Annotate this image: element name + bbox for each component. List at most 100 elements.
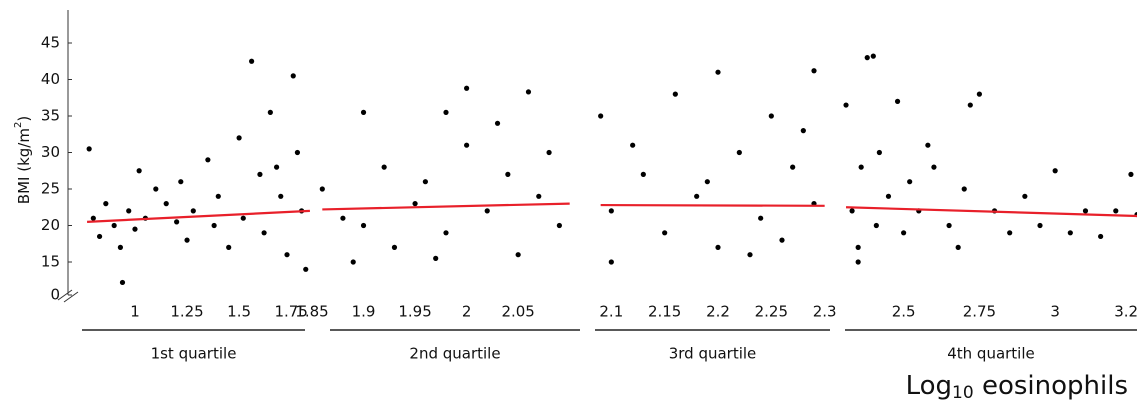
point (525, 89, 532, 95)
point (768, 113, 774, 119)
x-tick-label: 2.3 (813, 303, 837, 321)
x-tick-label: 2.2 (706, 303, 730, 321)
point (885, 193, 892, 199)
point (1007, 230, 1013, 236)
point (267, 109, 273, 115)
point (303, 266, 309, 272)
point (360, 222, 367, 229)
point (858, 164, 864, 170)
point (1113, 208, 1119, 214)
point (855, 244, 861, 250)
point (608, 208, 614, 214)
point (1052, 168, 1058, 174)
point (117, 244, 124, 250)
x-tick-label: 1 (130, 303, 140, 321)
point (694, 193, 700, 199)
point (226, 244, 232, 250)
group-label: 3rd quartile (669, 345, 757, 363)
point (290, 73, 296, 79)
point (350, 259, 356, 265)
x-tick-label: 1.75 (274, 303, 307, 321)
y-axis-title: BMI (kg/m2) (13, 116, 33, 204)
x-tick-label: 2.15 (648, 303, 681, 321)
point (811, 68, 817, 74)
x-tick-label: 1.9 (352, 303, 376, 321)
y-tick-label: 20 (41, 216, 60, 234)
point (240, 215, 246, 221)
trend-line (322, 202, 570, 211)
point (211, 222, 217, 229)
point (961, 186, 967, 192)
point (672, 91, 678, 97)
point (901, 230, 907, 236)
point (800, 128, 806, 134)
point (205, 157, 211, 163)
point (319, 186, 325, 192)
point (931, 164, 937, 170)
point (955, 244, 961, 250)
y-tick-label: 45 (41, 34, 60, 52)
y-tick-label: 30 (41, 143, 60, 161)
point (278, 193, 284, 199)
point (946, 222, 952, 229)
axis-break (57, 289, 79, 303)
point (484, 208, 490, 214)
point (976, 91, 982, 97)
point (1082, 208, 1089, 214)
point (1037, 222, 1043, 229)
trend-line (845, 206, 1137, 218)
point (284, 252, 290, 258)
y-tick-label: 35 (41, 107, 60, 125)
point (273, 164, 280, 170)
point (608, 259, 614, 265)
point (1128, 171, 1134, 177)
point (215, 193, 221, 199)
point (422, 179, 428, 185)
point (758, 215, 764, 221)
point (174, 219, 180, 225)
y-tick-label: 25 (41, 180, 60, 198)
point (870, 53, 876, 59)
point (184, 237, 190, 243)
point (747, 252, 753, 258)
point (132, 226, 138, 232)
point (876, 149, 882, 156)
x-tick-label: 2.25 (755, 303, 788, 321)
point (381, 164, 387, 170)
point (86, 146, 92, 152)
trend-line (600, 203, 825, 207)
group-label: 1st quartile (151, 345, 237, 363)
point (119, 279, 126, 286)
point (136, 168, 142, 174)
point (126, 208, 132, 214)
point (873, 222, 879, 229)
point (736, 149, 742, 156)
point (391, 244, 398, 250)
point (630, 142, 636, 148)
point (715, 69, 721, 75)
x-axis-title: Log10 eosinophils (906, 371, 1128, 404)
point (236, 135, 242, 141)
point (249, 58, 255, 64)
point (715, 244, 721, 250)
point (855, 259, 861, 265)
point (433, 255, 439, 261)
x-tick-label: 2.1 (599, 303, 623, 321)
group-label: 2nd quartile (409, 345, 500, 363)
point (849, 208, 855, 214)
point (443, 230, 449, 236)
point (536, 193, 542, 199)
x-tick-label: 1.5 (227, 303, 251, 321)
point (640, 171, 646, 177)
point (464, 142, 470, 148)
point (294, 149, 301, 156)
point (190, 208, 196, 214)
point (360, 109, 367, 115)
x-tick-label: 1.95 (398, 303, 431, 321)
point (515, 252, 521, 258)
x-tick-label: 1.25 (170, 303, 203, 321)
point (111, 222, 117, 229)
point (907, 179, 913, 185)
x-tick-label: 2.5 (892, 303, 916, 321)
